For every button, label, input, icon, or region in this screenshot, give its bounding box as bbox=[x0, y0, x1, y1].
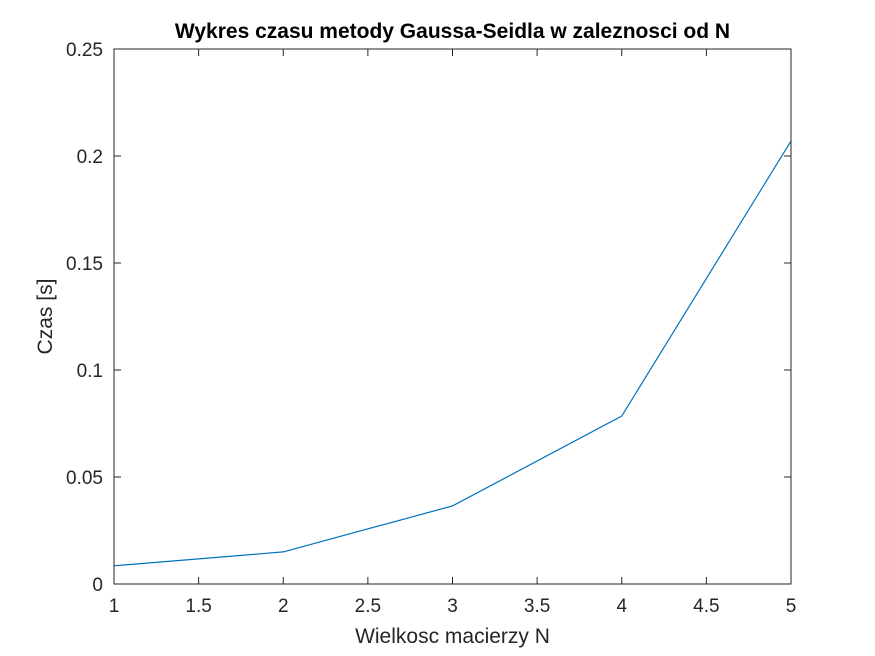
y-tick-label: 0.1 bbox=[77, 361, 103, 382]
y-tick-label: 0.25 bbox=[66, 40, 103, 61]
x-axis-ticks: 1 1.5 2 2.5 3 3.5 4 4.5 5 bbox=[109, 49, 797, 617]
y-tick-label: 0 bbox=[92, 575, 103, 596]
y-axis-ticks: 0 0.05 0.1 0.15 0.2 0.25 bbox=[66, 40, 791, 596]
chart-title: Wykres czasu metody Gaussa-Seidla w zale… bbox=[175, 20, 730, 43]
y-tick-label: 0.15 bbox=[66, 254, 103, 275]
x-axis-label: Wielkosc macierzy N bbox=[355, 625, 550, 648]
x-tick-label: 3 bbox=[447, 596, 458, 617]
x-tick-label: 2 bbox=[278, 596, 289, 617]
y-axis-label: Czas [s] bbox=[34, 279, 57, 355]
x-tick-label: 3.5 bbox=[524, 596, 550, 617]
plot-area bbox=[114, 49, 791, 584]
x-tick-label: 4 bbox=[616, 596, 627, 617]
x-tick-label: 1.5 bbox=[185, 596, 211, 617]
x-tick-label: 1 bbox=[109, 596, 120, 617]
y-tick-label: 0.05 bbox=[66, 468, 103, 489]
y-tick-label: 0.2 bbox=[77, 147, 103, 168]
x-tick-label: 2.5 bbox=[355, 596, 381, 617]
x-tick-label: 4.5 bbox=[693, 596, 719, 617]
x-tick-label: 5 bbox=[786, 596, 797, 617]
